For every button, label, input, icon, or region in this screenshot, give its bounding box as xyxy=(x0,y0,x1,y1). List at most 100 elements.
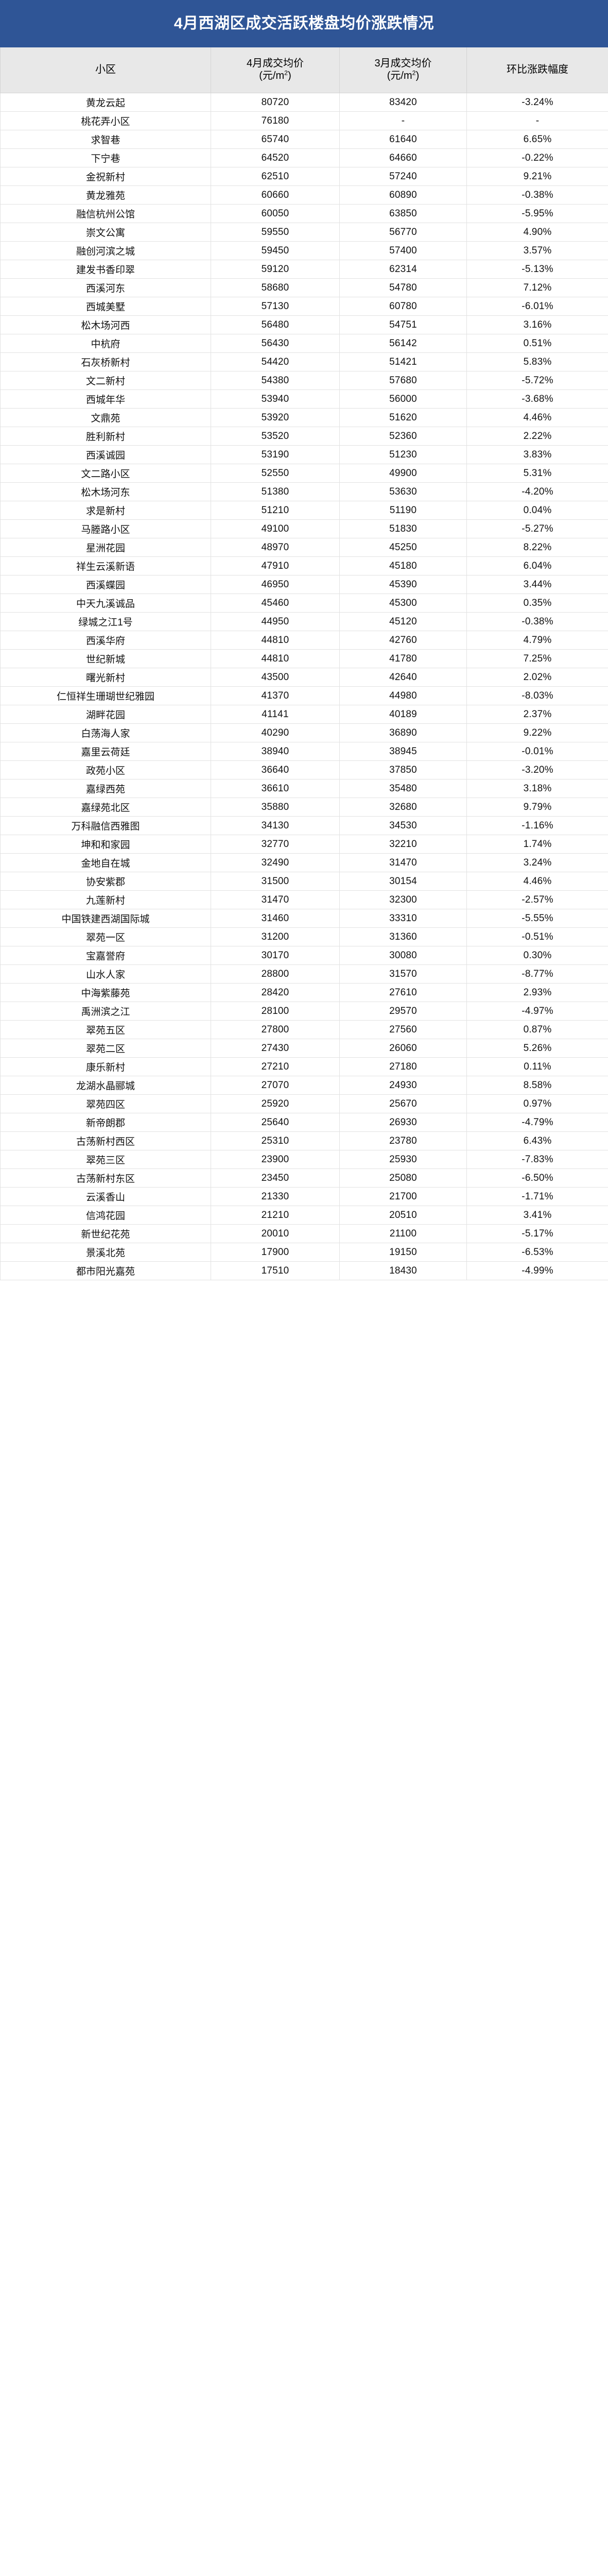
cell-march-price: 63850 xyxy=(339,204,467,223)
cell-change-rate: -1.16% xyxy=(466,816,608,835)
cell-community-name: 山水人家 xyxy=(0,964,211,984)
cell-april-price: 49100 xyxy=(211,519,340,538)
table-row: 九莲新村 31470 32300 -2.57% xyxy=(0,890,608,909)
table-row: 建发书香印翠 59120 62314 -5.13% xyxy=(0,260,608,279)
cell-march-price: 30154 xyxy=(339,872,467,891)
column-header-march-unit: (元/m2) xyxy=(387,69,420,81)
cell-april-price: 80720 xyxy=(211,93,340,112)
table-row: 宝嘉誉府 30170 30080 0.30% xyxy=(0,946,608,965)
table-row: 中海紫藤苑 28420 27610 2.93% xyxy=(0,983,608,1002)
cell-march-price: 27560 xyxy=(339,1020,467,1039)
cell-community-name: 星洲花园 xyxy=(0,538,211,557)
cell-community-name: 世纪新城 xyxy=(0,649,211,668)
cell-april-price: 28800 xyxy=(211,964,340,984)
cell-march-price: 18430 xyxy=(339,1261,467,1280)
cell-april-price: 54420 xyxy=(211,352,340,371)
cell-april-price: 28100 xyxy=(211,1002,340,1021)
table-row: 融信杭州公馆 60050 63850 -5.95% xyxy=(0,204,608,223)
cell-march-price: 56000 xyxy=(339,389,467,409)
cell-community-name: 协安紫郡 xyxy=(0,872,211,891)
cell-march-price: 61640 xyxy=(339,130,467,149)
cell-change-rate: -5.27% xyxy=(466,519,608,538)
cell-community-name: 文二路小区 xyxy=(0,464,211,483)
cell-april-price: 21330 xyxy=(211,1187,340,1206)
cell-april-price: 41370 xyxy=(211,686,340,705)
cell-community-name: 新世纪花苑 xyxy=(0,1224,211,1243)
cell-community-name: 禹洲滨之江 xyxy=(0,1002,211,1021)
cell-change-rate: 4.46% xyxy=(466,872,608,891)
cell-community-name: 九莲新村 xyxy=(0,890,211,909)
cell-community-name: 金祝新村 xyxy=(0,167,211,186)
cell-community-name: 新帝朗郡 xyxy=(0,1113,211,1132)
cell-community-name: 翠苑二区 xyxy=(0,1039,211,1058)
cell-change-rate: 9.21% xyxy=(466,167,608,186)
cell-april-price: 60660 xyxy=(211,185,340,205)
cell-march-price: 38945 xyxy=(339,742,467,761)
cell-march-price: 41780 xyxy=(339,649,467,668)
cell-community-name: 万科融信西雅图 xyxy=(0,816,211,835)
cell-april-price: 27800 xyxy=(211,1020,340,1039)
cell-change-rate: 7.25% xyxy=(466,649,608,668)
table-row: 禹洲滨之江 28100 29570 -4.97% xyxy=(0,1002,608,1021)
table-row: 松木场河西 56480 54751 3.16% xyxy=(0,315,608,334)
cell-community-name: 湖畔花园 xyxy=(0,705,211,724)
cell-change-rate: 2.93% xyxy=(466,983,608,1002)
cell-community-name: 求智巷 xyxy=(0,130,211,149)
cell-community-name: 马塍路小区 xyxy=(0,519,211,538)
table-row: 白荡海人家 40290 36890 9.22% xyxy=(0,723,608,742)
table-row: 金地自在城 32490 31470 3.24% xyxy=(0,853,608,872)
cell-march-price: 60780 xyxy=(339,297,467,316)
cell-march-price: 45180 xyxy=(339,556,467,575)
table-body: 黄龙云起 80720 83420 -3.24% 桃花弄小区 76180- - 求智巷 65740… xyxy=(0,93,608,1280)
cell-change-rate: -4.97% xyxy=(466,1002,608,1021)
cell-april-price: 59120 xyxy=(211,260,340,279)
table-row: 嘉里云荷廷 38940 38945 -0.01% xyxy=(0,742,608,761)
page-title: 4月西湖区成交活跃楼盘均价涨跌情况 xyxy=(173,15,435,32)
cell-community-name: 中海紫藤苑 xyxy=(0,983,211,1002)
cell-change-rate: 4.46% xyxy=(466,408,608,427)
cell-change-rate: 6.04% xyxy=(466,556,608,575)
cell-community-name: 文二新村 xyxy=(0,371,211,390)
cell-community-name: 嘉绿苑北区 xyxy=(0,798,211,817)
cell-change-rate: 3.44% xyxy=(466,575,608,594)
cell-change-rate: -5.55% xyxy=(466,909,608,928)
cell-march-price: 51190 xyxy=(339,501,467,520)
table-row: 文鼎苑 53920 51620 4.46% xyxy=(0,408,608,427)
cell-change-rate: 8.22% xyxy=(466,538,608,557)
cell-april-price: 44810 xyxy=(211,649,340,668)
table-row: 新帝朗郡 25640 26930 -4.79% xyxy=(0,1113,608,1132)
cell-april-price: 47910 xyxy=(211,556,340,575)
cell-march-price: 35480 xyxy=(339,779,467,798)
cell-change-rate: -0.51% xyxy=(466,927,608,946)
cell-change-rate: 3.24% xyxy=(466,853,608,872)
table-row: 世纪新城 44810 41780 7.25% xyxy=(0,649,608,668)
cell-change-rate: -4.20% xyxy=(466,482,608,501)
cell-change-rate: 5.26% xyxy=(466,1039,608,1058)
cell-change-rate: 2.37% xyxy=(466,705,608,724)
cell-march-price: 54780 xyxy=(339,278,467,297)
title-banner: 4月西湖区成交活跃楼盘均价涨跌情况 xyxy=(0,0,608,47)
table-row: 马塍路小区 49100 51830 -5.27% xyxy=(0,519,608,538)
cell-march-price: 51830 xyxy=(339,519,467,538)
cell-community-name: 翠苑四区 xyxy=(0,1094,211,1113)
cell-march-price: 49900 xyxy=(339,464,467,483)
cell-community-name: 石灰桥新村 xyxy=(0,352,211,371)
cell-april-price: 31500 xyxy=(211,872,340,891)
cell-march-price: 34530 xyxy=(339,816,467,835)
cell-community-name: 曙光新村 xyxy=(0,668,211,687)
cell-community-name: 仁恒祥生珊瑚世纪雅园 xyxy=(0,686,211,705)
table-header-row: 小区 4月成交均价 (元/m2) 3月成交均价 (元/m2) 环比涨跌幅度 xyxy=(0,47,608,93)
cell-community-name: 翠苑五区 xyxy=(0,1020,211,1039)
cell-april-price: 27070 xyxy=(211,1076,340,1095)
cell-march-price: 32300 xyxy=(339,890,467,909)
cell-community-name: 康乐新村 xyxy=(0,1057,211,1076)
table-row: 求智巷 65740 61640 6.65% xyxy=(0,130,608,149)
cell-april-price: 31460 xyxy=(211,909,340,928)
cell-change-rate: -0.38% xyxy=(466,185,608,205)
cell-april-price: 28420 xyxy=(211,983,340,1002)
cell-march-price: 45390 xyxy=(339,575,467,594)
table-row: 信鸿花园 21210 20510 3.41% xyxy=(0,1206,608,1225)
cell-change-rate: 0.04% xyxy=(466,501,608,520)
cell-change-rate: -6.50% xyxy=(466,1168,608,1188)
table-row: 石灰桥新村 54420 51421 5.83% xyxy=(0,352,608,371)
